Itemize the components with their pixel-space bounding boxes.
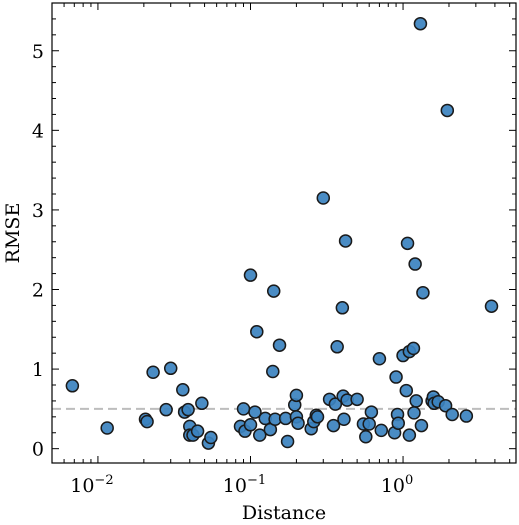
data-point xyxy=(389,370,403,384)
data-point xyxy=(338,234,353,248)
data-point xyxy=(440,103,455,118)
data-point xyxy=(243,268,258,282)
data-point xyxy=(250,324,264,339)
data-point xyxy=(364,405,379,419)
y-tick-label: 0 xyxy=(32,439,44,461)
data-point xyxy=(195,396,209,411)
data-point xyxy=(280,434,295,449)
data-point xyxy=(459,409,474,423)
data-point xyxy=(181,402,195,417)
data-point xyxy=(163,361,178,376)
data-point xyxy=(310,410,325,424)
data-point xyxy=(408,257,422,271)
data-points-layer xyxy=(65,16,499,450)
data-point xyxy=(359,429,373,444)
y-tick-label: 3 xyxy=(32,200,44,222)
data-point xyxy=(204,430,218,445)
x-tick-label: 100 xyxy=(381,473,413,497)
data-point xyxy=(362,417,376,431)
data-point xyxy=(350,392,364,407)
x-tick-label: 10−1 xyxy=(223,473,266,497)
data-point xyxy=(65,379,80,393)
data-point xyxy=(140,414,154,429)
data-point xyxy=(100,421,114,435)
data-point xyxy=(253,428,267,442)
data-point xyxy=(335,301,350,315)
data-point xyxy=(400,236,415,251)
data-point xyxy=(266,364,280,379)
data-point xyxy=(407,406,421,420)
data-point xyxy=(326,418,341,433)
data-point xyxy=(391,416,405,430)
data-point xyxy=(328,397,343,411)
data-point xyxy=(248,405,262,419)
y-tick-label: 5 xyxy=(32,41,44,63)
data-point xyxy=(266,284,281,298)
y-tick-label: 2 xyxy=(32,280,44,302)
data-point xyxy=(272,338,287,352)
ticks-layer: 0 1 2 3 4 5 10−2 10−1 100 xyxy=(32,3,516,497)
data-point xyxy=(316,191,331,205)
data-point xyxy=(243,418,258,432)
data-point xyxy=(399,383,414,398)
data-point xyxy=(484,299,499,313)
x-tick-label: 10−2 xyxy=(70,473,113,497)
data-point xyxy=(414,418,429,433)
data-point xyxy=(372,351,387,366)
data-point xyxy=(176,383,190,397)
data-point xyxy=(416,285,430,300)
data-point xyxy=(190,424,205,438)
plot-frame xyxy=(51,2,517,464)
x-axis-label: Distance xyxy=(242,502,326,524)
data-point xyxy=(146,365,160,380)
data-point xyxy=(374,423,389,438)
data-point xyxy=(406,341,421,356)
data-point xyxy=(236,402,251,416)
data-point xyxy=(402,428,417,442)
y-tick-label: 1 xyxy=(32,359,44,381)
data-point xyxy=(438,398,453,413)
data-point xyxy=(159,402,173,417)
data-point xyxy=(409,394,423,408)
data-point xyxy=(289,388,304,403)
data-point xyxy=(413,16,428,31)
data-point xyxy=(291,416,305,430)
y-axis-label: RMSE xyxy=(2,203,24,264)
y-tick-label: 4 xyxy=(32,120,44,142)
data-point xyxy=(337,412,351,426)
data-point xyxy=(330,340,344,354)
data-point xyxy=(445,407,459,422)
